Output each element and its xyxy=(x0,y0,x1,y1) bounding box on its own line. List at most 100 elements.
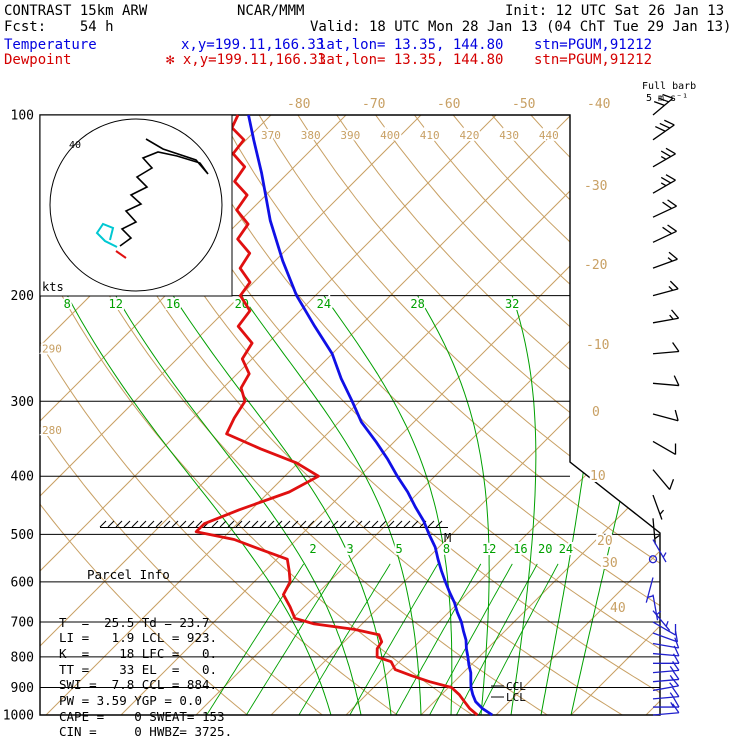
wind-barb xyxy=(652,687,680,700)
svg-text:1000: 1000 xyxy=(3,709,34,724)
svg-text:16: 16 xyxy=(166,297,180,311)
wind-barb xyxy=(652,342,680,355)
svg-text:300: 300 xyxy=(11,395,34,410)
parcel-line: K = 18 LFC = 0. xyxy=(59,645,218,661)
svg-text:24: 24 xyxy=(317,297,331,311)
temperature-legend-label: Temperature xyxy=(4,37,97,53)
wind-legend-line2: 5 m s⁻¹ xyxy=(646,93,688,104)
hodograph-units-label: kts xyxy=(42,280,64,294)
wind-barb xyxy=(645,577,654,603)
chart-border xyxy=(39,114,661,716)
wind-barb xyxy=(652,224,677,243)
svg-text:380: 380 xyxy=(301,129,321,142)
svg-text:430: 430 xyxy=(499,129,519,142)
temperature-grid-xy: x,y=199.11,166.33 xyxy=(181,37,325,53)
svg-text:12: 12 xyxy=(108,297,122,311)
svg-text:-40: -40 xyxy=(587,97,610,112)
wind-barb xyxy=(652,147,676,168)
svg-text:600: 600 xyxy=(11,575,34,590)
wind-barb xyxy=(652,661,680,674)
svg-text:0: 0 xyxy=(592,405,600,420)
svg-text:-30: -30 xyxy=(584,179,607,194)
wind-barb xyxy=(652,409,679,422)
wind-barb xyxy=(652,539,667,563)
temperature-trace xyxy=(247,114,494,717)
svg-text:-70: -70 xyxy=(362,97,385,112)
wind-barb xyxy=(652,703,680,716)
init-time: Init: 12 UTC Sat 26 Jan 13 xyxy=(505,3,725,19)
svg-text:32: 32 xyxy=(505,297,519,311)
wind-barbs-group xyxy=(645,93,680,716)
hodograph-ring xyxy=(49,118,223,292)
wind-barb xyxy=(652,469,675,490)
svg-text:100: 100 xyxy=(11,109,34,124)
freezing-hatch-line xyxy=(99,520,448,528)
svg-text:16: 16 xyxy=(513,542,527,556)
wind-barb xyxy=(652,280,679,297)
wind-barb xyxy=(652,440,677,456)
wind-barb xyxy=(652,375,680,387)
svg-text:290: 290 xyxy=(42,342,62,355)
svg-text:440: 440 xyxy=(539,129,559,142)
svg-text:3: 3 xyxy=(347,542,354,556)
melting-marker-label: M xyxy=(444,531,451,545)
svg-text:700: 700 xyxy=(11,616,34,631)
ccl-lcl-pointer-dashes xyxy=(491,685,504,698)
wind-barb xyxy=(652,199,677,218)
parcel-line: TT = 33 EL = 0. xyxy=(59,661,218,677)
wind-barb xyxy=(652,494,665,520)
wind-barb xyxy=(652,174,676,194)
hodograph-low-level-trace xyxy=(95,222,118,248)
parcel-line: CIN = 0 HWBZ= 3725. xyxy=(59,724,233,740)
model-title: CONTRAST 15km ARW xyxy=(4,3,148,19)
wind-legend-line1: Full barb xyxy=(642,81,696,92)
svg-text:-80: -80 xyxy=(287,97,310,112)
hodograph-storm-marker xyxy=(115,250,127,259)
center-title: NCAR/MMM xyxy=(237,3,305,19)
wind-barb xyxy=(652,610,671,631)
svg-text:-10: -10 xyxy=(586,338,609,353)
svg-text:400: 400 xyxy=(380,129,400,142)
ccl-label: CCL xyxy=(506,680,526,693)
svg-text:500: 500 xyxy=(11,528,34,543)
svg-text:-60: -60 xyxy=(437,97,460,112)
wind-barb xyxy=(652,93,674,116)
parcel-line: SWI = 7.8 CCL = 884. xyxy=(59,677,218,693)
dewpoint-station: stn=PGUM,91212 xyxy=(534,52,653,68)
wind-barb xyxy=(652,518,660,545)
svg-text:-20: -20 xyxy=(584,258,607,273)
svg-text:20: 20 xyxy=(538,542,552,556)
dewpoint-latlon: lat,lon= 13.35, 144.80 xyxy=(318,52,504,68)
svg-text:2: 2 xyxy=(309,542,316,556)
temperature-station: stn=PGUM,91212 xyxy=(534,37,653,53)
svg-text:420: 420 xyxy=(460,129,480,142)
svg-text:800: 800 xyxy=(11,650,34,665)
svg-text:400: 400 xyxy=(11,470,34,485)
dewpoint-grid-xy: ✻ x,y=199.11,166.33 xyxy=(166,52,327,68)
svg-text:12: 12 xyxy=(482,542,496,556)
lcl-label: LCL xyxy=(506,691,526,704)
wind-barb xyxy=(652,119,675,141)
parcel-info-title: Parcel Info xyxy=(87,567,170,583)
svg-text:200: 200 xyxy=(11,289,34,304)
svg-text:10: 10 xyxy=(590,469,606,484)
wind-barb xyxy=(648,555,658,564)
wind-barb xyxy=(652,630,679,643)
svg-text:8: 8 xyxy=(64,297,71,311)
temperature-latlon: lat,lon= 13.35, 144.80 xyxy=(318,37,504,53)
svg-text:370: 370 xyxy=(261,129,281,142)
hodograph-ring-label: 40 xyxy=(69,140,81,151)
svg-text:390: 390 xyxy=(340,129,360,142)
svg-text:280: 280 xyxy=(42,424,62,437)
hodograph-inset xyxy=(39,114,233,297)
svg-text:8: 8 xyxy=(443,542,450,556)
parcel-line: T = 25.5 Td = 23.7 xyxy=(59,614,210,630)
parcel-line: PW = 3.59 YGP = 0.0 xyxy=(59,693,202,709)
mixing-ratio-group xyxy=(206,563,559,715)
svg-text:410: 410 xyxy=(420,129,440,142)
svg-text:20: 20 xyxy=(597,534,613,549)
wind-barb xyxy=(652,677,680,692)
